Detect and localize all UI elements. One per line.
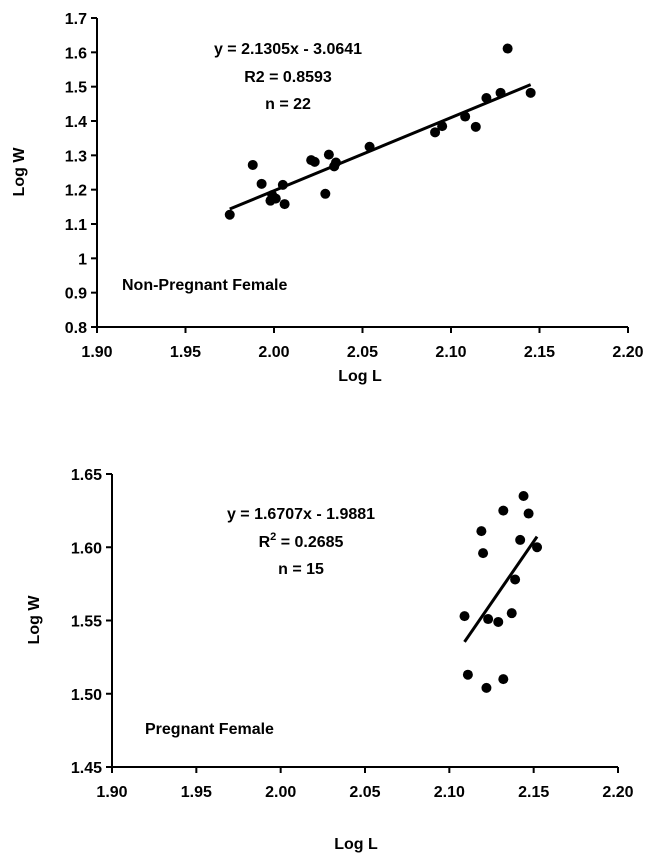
r-squared-value: = 0.2685 (276, 534, 343, 551)
y-tick-label: 1.6 (65, 45, 87, 62)
y-tick-label: 1.65 (71, 467, 102, 484)
data-point (478, 548, 489, 559)
r-squared-prefix: R (259, 534, 271, 551)
trendline-line (229, 83, 532, 211)
x-tick-label: 2.10 (434, 784, 465, 801)
data-point (515, 534, 526, 545)
x-axis-label: Log L (334, 836, 378, 853)
y-tick-label: 0.9 (65, 286, 87, 303)
x-tick-label: 2.10 (435, 344, 466, 361)
y-tick-label: 1.5 (65, 80, 87, 97)
data-point (532, 542, 543, 553)
x-tick-label: 2.00 (258, 344, 289, 361)
data-point (483, 614, 494, 625)
y-tick-label: 1.45 (71, 760, 102, 777)
chart-pregnant: 1.90 1.95 2.00 2.05 2.10 2.15 2.20 1.45 1.50 1.5… (26, 467, 634, 853)
data-point (459, 611, 470, 622)
y-tick-label: 1.2 (65, 183, 87, 200)
data-point (481, 682, 492, 693)
y-tick-label: 1.55 (71, 614, 102, 631)
y-tick-label: 1 (78, 251, 87, 268)
data-point (498, 505, 509, 516)
equation-label: y = 2.1305x - 3.0641 (214, 41, 362, 58)
equation-label: y = 1.6707x - 1.9881 (227, 506, 375, 523)
x-tick-label: 2.00 (265, 784, 296, 801)
x-tick-label: 2.20 (612, 344, 643, 361)
x-tick-label: 1.90 (81, 344, 112, 361)
x-tick-label: 2.15 (524, 344, 555, 361)
data-point (430, 127, 441, 138)
x-tick-label: 2.15 (518, 784, 549, 801)
trendline (229, 83, 532, 211)
y-tick-label: 1.50 (71, 687, 102, 704)
y-tick-label: 1.3 (65, 148, 87, 165)
data-point (279, 199, 290, 210)
x-tick-label: 2.20 (602, 784, 633, 801)
x-tick-label: 1.90 (96, 784, 127, 801)
y-tick-labels: 1.45 1.50 1.55 1.60 1.65 (71, 467, 102, 777)
data-point (476, 526, 487, 537)
x-tick-labels: 1.90 1.95 2.00 2.05 2.10 2.15 2.20 (81, 344, 643, 361)
data-point (525, 87, 536, 98)
data-point (462, 669, 473, 680)
r-squared-superscript: 2 (270, 531, 276, 543)
data-point (510, 574, 521, 585)
x-tick-labels: 1.90 1.95 2.00 2.05 2.10 2.15 2.20 (96, 784, 633, 801)
y-axis-label: Log W (26, 595, 43, 645)
y-tick-label: 1.60 (71, 540, 102, 557)
data-point (224, 209, 235, 220)
data-point (502, 43, 513, 54)
x-tick-label: 1.95 (181, 784, 212, 801)
data-point (470, 121, 481, 132)
r-squared-label: R2 = 0.8593 (244, 69, 332, 86)
n-label: n = 15 (278, 561, 324, 578)
data-point (320, 188, 331, 199)
data-point (498, 674, 509, 685)
data-point (247, 159, 258, 170)
data-point (518, 490, 529, 501)
group-label: Pregnant Female (145, 721, 274, 738)
data-point (256, 178, 267, 189)
group-label: Non-Pregnant Female (122, 277, 287, 294)
data-point (323, 149, 334, 160)
n-label: n = 22 (265, 96, 311, 113)
y-tick-label: 0.8 (65, 320, 87, 337)
data-points (459, 490, 543, 693)
y-tick-label: 1.7 (65, 11, 87, 28)
x-axis-label: Log L (338, 368, 382, 385)
axes (106, 473, 619, 773)
data-point (270, 193, 281, 204)
y-axis-label: Log W (11, 147, 28, 197)
y-tick-labels: 0.8 0.9 1 1.1 1.2 1.3 1.4 1.5 1.6 1.7 (65, 11, 87, 337)
chart-non-pregnant: 1.90 1.95 2.00 2.05 2.10 2.15 2.20 0.8 0.9 1 1.1 1… (11, 11, 644, 385)
data-point (523, 508, 534, 519)
x-tick-label: 2.05 (347, 344, 378, 361)
x-tick-label: 1.95 (170, 344, 201, 361)
y-tick-label: 1.4 (65, 114, 87, 131)
x-tick-label: 2.05 (349, 784, 380, 801)
data-point (493, 616, 504, 627)
trendline (463, 535, 539, 643)
axes (91, 17, 629, 333)
data-point (309, 156, 320, 167)
data-point (506, 608, 517, 619)
y-tick-label: 1.1 (65, 217, 87, 234)
trendline-line (463, 535, 539, 643)
r-squared-label: R2 = 0.2685 (259, 531, 344, 551)
